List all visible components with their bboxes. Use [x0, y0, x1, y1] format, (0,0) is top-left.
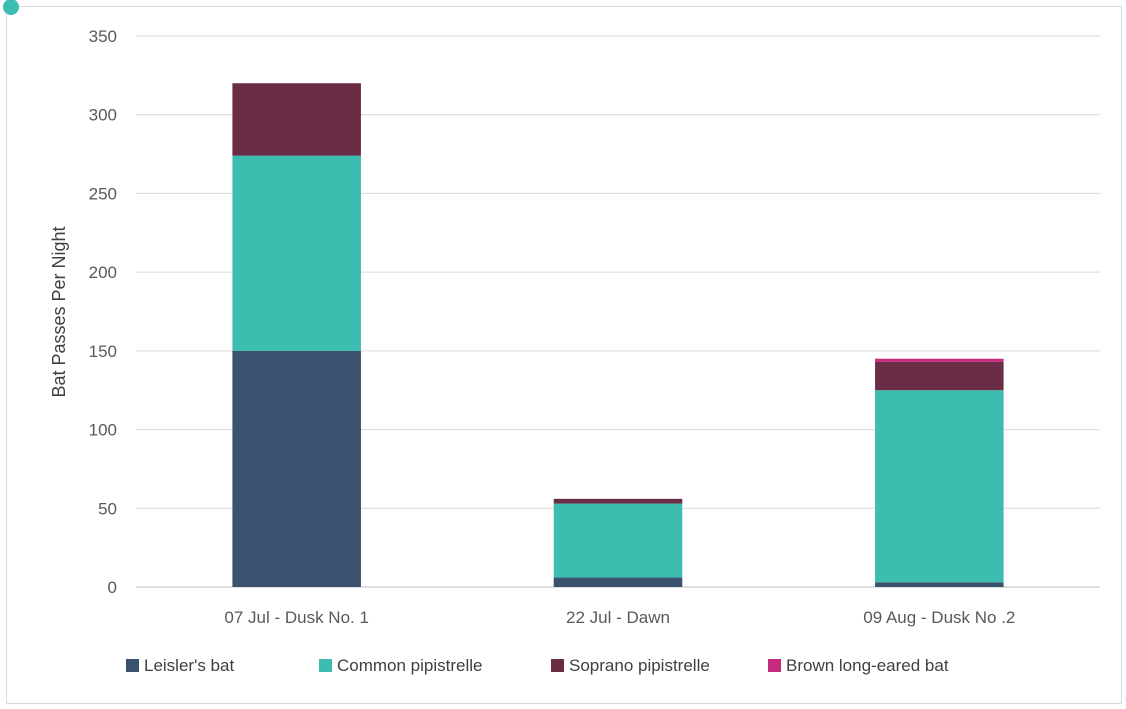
legend: Leisler's bat Common pipistrelle Soprano p…: [126, 656, 949, 675]
x-tick-label: 07 Jul - Dusk No. 1: [224, 608, 369, 627]
y-tick-label: 50: [98, 499, 117, 518]
bar-segment-common-pipistrelle: [875, 390, 1004, 583]
y-tick-labels: 0 50 100 150 200 250 300 350: [89, 27, 117, 597]
bars: [232, 83, 1004, 587]
bar-segment-brown-long-eared-bat: [875, 358, 1004, 362]
y-tick-label: 250: [89, 184, 117, 203]
chart-frame: [3, 0, 1122, 704]
x-tick-label: 22 Jul - Dawn: [566, 608, 670, 627]
bar-segment-leisler-s-bat: [875, 582, 1004, 587]
bar-segment-soprano-pipistrelle: [875, 361, 1004, 391]
legend-label: Soprano pipistrelle: [569, 656, 710, 675]
y-tick-label: 300: [89, 106, 117, 125]
corner-marker-icon: [3, 0, 19, 15]
y-tick-label: 150: [89, 342, 117, 361]
legend-label: Brown long-eared bat: [786, 656, 949, 675]
bar-segment-soprano-pipistrelle: [232, 83, 361, 156]
legend-swatch: [319, 659, 332, 672]
legend-label: Common pipistrelle: [337, 656, 483, 675]
y-tick-label: 0: [108, 578, 117, 597]
bar-segment-leisler-s-bat: [232, 350, 361, 587]
y-tick-label: 100: [89, 421, 117, 440]
legend-swatch: [126, 659, 139, 672]
bar-segment-common-pipistrelle: [232, 155, 361, 351]
bar-segment-common-pipistrelle: [553, 503, 683, 578]
y-tick-label: 350: [89, 27, 117, 46]
y-axis-title: Bat Passes Per Night: [49, 226, 69, 397]
legend-swatch: [551, 659, 564, 672]
bar-segment-leisler-s-bat: [553, 577, 683, 587]
x-tick-label: 09 Aug - Dusk No .2: [863, 608, 1015, 627]
legend-swatch: [768, 659, 781, 672]
x-tick-labels: 07 Jul - Dusk No. 1 22 Jul - Dawn 09 Aug -…: [224, 608, 1015, 627]
legend-label: Leisler's bat: [144, 656, 234, 675]
bar-segment-soprano-pipistrelle: [553, 498, 683, 504]
y-tick-label: 200: [89, 263, 117, 282]
